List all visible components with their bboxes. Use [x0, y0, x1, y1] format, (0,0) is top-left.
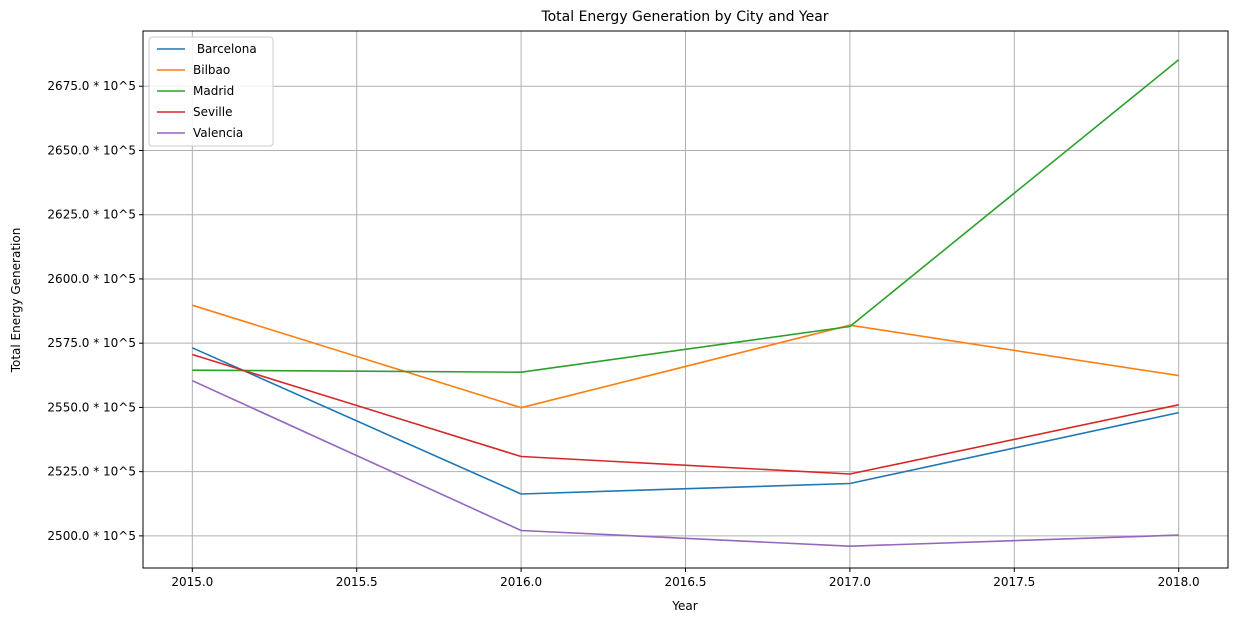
x-axis-ticks: 2015.0 2015.5 2016.0 2016.5 2017.0 2017.5 2018… — [171, 568, 1200, 589]
x-tick-label: 2016.5 — [665, 575, 707, 589]
series-line-bilbao — [192, 304, 1179, 409]
legend-label: Valencia — [193, 126, 243, 140]
grid — [143, 31, 1228, 568]
legend-label: Seville — [193, 105, 233, 119]
series-line-valencia — [191, 379, 1179, 548]
series-line-madrid — [192, 59, 1180, 374]
x-tick-label: 2015.0 — [171, 575, 213, 589]
legend-label: Barcelona — [193, 42, 257, 56]
x-tick-label: 2015.5 — [336, 575, 378, 589]
series-line-barcelona — [191, 347, 1179, 495]
legend-label: Madrid — [193, 84, 234, 98]
series-group — [191, 59, 1180, 548]
y-tick-label: 2525.0 * 10^5 — [47, 465, 136, 479]
y-tick-label: 2625.0 * 10^5 — [47, 208, 136, 222]
x-tick-label: 2016.0 — [500, 575, 542, 589]
x-tick-label: 2017.5 — [993, 575, 1035, 589]
y-tick-label: 2675.0 * 10^5 — [47, 79, 136, 93]
y-axis-ticks: 2500.0 * 10^5 2525.0 * 10^5 2550.0 * 10^5 2… — [47, 79, 143, 543]
y-tick-label: 2550.0 * 10^5 — [47, 400, 136, 414]
x-tick-label: 2018.0 — [1158, 575, 1200, 589]
chart-title: Total Energy Generation by City and Year — [540, 9, 828, 25]
legend: Barcelona Bilbao Madrid Seville Valencia — [148, 36, 274, 147]
series-line-seville — [192, 353, 1179, 475]
y-axis-label: Total Energy Generation — [9, 228, 23, 374]
y-tick-label: 2600.0 * 10^5 — [47, 272, 136, 286]
y-tick-label: 2500.0 * 10^5 — [47, 529, 136, 543]
y-tick-label: 2650.0 * 10^5 — [47, 143, 136, 157]
x-tick-label: 2017.0 — [829, 575, 871, 589]
x-axis-label: Year — [671, 599, 697, 613]
y-tick-label: 2575.0 * 10^5 — [47, 336, 136, 350]
legend-box — [148, 36, 274, 147]
legend-label: Bilbao — [193, 63, 230, 77]
